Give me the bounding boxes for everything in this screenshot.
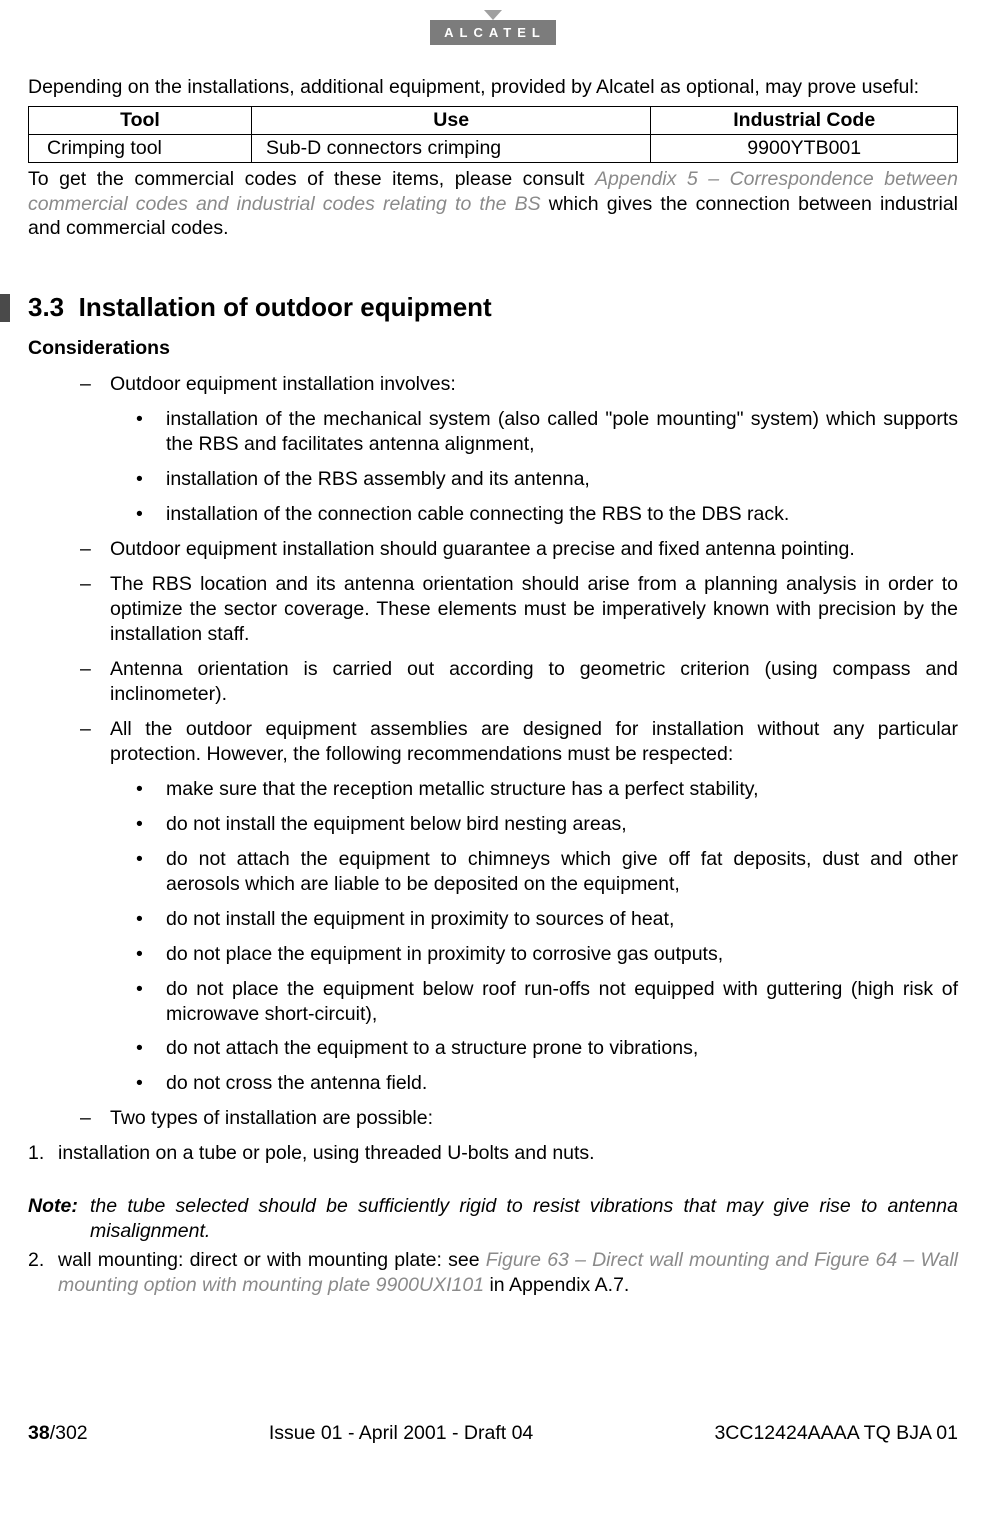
table-cell: Crimping tool — [29, 135, 252, 163]
list-item: 1. installation on a tube or pole, using … — [28, 1141, 958, 1166]
installation-types-list: 1. installation on a tube or pole, using … — [28, 1141, 958, 1166]
sub-list: installation of the mechanical system (a… — [110, 407, 958, 527]
list-item: Antenna orientation is carried out accor… — [80, 657, 958, 707]
page-total: /302 — [50, 1422, 88, 1444]
table-header: Use — [251, 107, 650, 135]
list-item: do not install the equipment below bird … — [136, 812, 958, 837]
page-number: 38/302 — [28, 1422, 88, 1445]
brand-logo: ALCATEL — [430, 20, 556, 45]
considerations-list: Outdoor equipment installation involves:… — [28, 372, 958, 1131]
installation-types-list-cont: 2. wall mounting: direct or with mounting… — [28, 1248, 958, 1298]
note-body: the tube selected should be sufficiently… — [90, 1194, 958, 1244]
list-item: All the outdoor equipment assemblies are… — [80, 717, 958, 1096]
section-number: 3.3 — [28, 292, 64, 322]
text: wall mounting: direct or with mounting p… — [58, 1249, 486, 1271]
page-footer: 38/302 Issue 01 - April 2001 - Draft 04 … — [0, 1312, 986, 1469]
list-item: do not install the equipment in proximit… — [136, 907, 958, 932]
tool-table: Tool Use Industrial Code Crimping tool S… — [28, 106, 958, 163]
subheading: Considerations — [28, 337, 958, 360]
table-cell: Sub-D connectors crimping — [251, 135, 650, 163]
text: All the outdoor equipment assemblies are… — [110, 718, 958, 765]
section-heading: 3.3 Installation of outdoor equipment — [28, 292, 492, 323]
list-item: The RBS location and its antenna orienta… — [80, 572, 958, 647]
table-header: Tool — [29, 107, 252, 135]
list-item: installation of the mechanical system (a… — [136, 407, 958, 457]
after-table-paragraph: To get the commercial codes of these ite… — [28, 167, 958, 240]
text: To get the commercial codes of these ite… — [28, 168, 595, 190]
table-header: Industrial Code — [651, 107, 958, 135]
sub-list: make sure that the reception metallic st… — [110, 777, 958, 1097]
page-content: Depending on the installations, addition… — [0, 75, 986, 1298]
section-heading-wrap: 3.3 Installation of outdoor equipment — [0, 292, 958, 323]
page-current: 38 — [28, 1422, 50, 1444]
marker: 2. — [28, 1248, 44, 1273]
table-cell: 9900YTB001 — [651, 135, 958, 163]
heading-bar-icon — [0, 294, 10, 322]
list-item: do not place the equipment below roof ru… — [136, 977, 958, 1027]
marker: 1. — [28, 1141, 44, 1166]
brand-arrow-icon — [484, 10, 502, 20]
intro-paragraph: Depending on the installations, addition… — [28, 75, 958, 100]
note-label: Note: — [28, 1194, 90, 1244]
list-item: installation of the connection cable con… — [136, 502, 958, 527]
footer-center: Issue 01 - April 2001 - Draft 04 — [269, 1422, 533, 1445]
text: in Appendix A.7. — [484, 1274, 629, 1296]
list-item: do not attach the equipment to chimneys … — [136, 847, 958, 897]
list-item: Outdoor equipment installation involves:… — [80, 372, 958, 527]
list-item: Outdoor equipment installation should gu… — [80, 537, 958, 562]
list-item: 2. wall mounting: direct or with mounting… — [28, 1248, 958, 1298]
section-title: Installation of outdoor equipment — [79, 292, 492, 322]
text: installation on a tube or pole, using th… — [58, 1142, 595, 1164]
list-item: do not place the equipment in proximity … — [136, 942, 958, 967]
note-block: Note: the tube selected should be suffic… — [28, 1194, 958, 1244]
table-header-row: Tool Use Industrial Code — [29, 107, 958, 135]
page-header: ALCATEL — [0, 0, 986, 75]
table-row: Crimping tool Sub-D connectors crimping … — [29, 135, 958, 163]
footer-right: 3CC12424AAAA TQ BJA 01 — [714, 1422, 958, 1445]
list-item: do not cross the antenna field. — [136, 1071, 958, 1096]
list-item: do not attach the equipment to a structu… — [136, 1036, 958, 1061]
list-item: installation of the RBS assembly and its… — [136, 467, 958, 492]
text: Outdoor equipment installation involves: — [110, 373, 456, 395]
list-item: make sure that the reception metallic st… — [136, 777, 958, 802]
list-item: Two types of installation are possible: — [80, 1106, 958, 1131]
